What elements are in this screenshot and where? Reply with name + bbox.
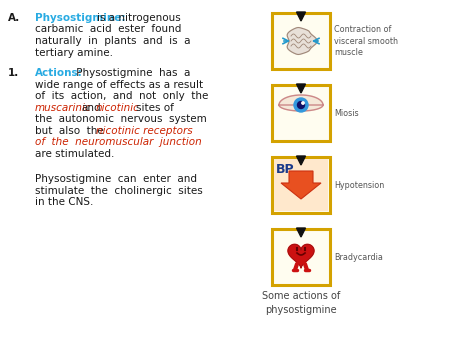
Text: carbamic  acid  ester  found: carbamic acid ester found: [35, 24, 182, 34]
Text: Actions:: Actions:: [35, 68, 83, 78]
Polygon shape: [297, 228, 306, 237]
Polygon shape: [297, 156, 306, 165]
Text: Some actions of
physostigmine: Some actions of physostigmine: [262, 291, 340, 315]
Text: Hypotension: Hypotension: [334, 180, 384, 190]
FancyBboxPatch shape: [272, 157, 330, 213]
Text: the  autonomic  nervous  system: the autonomic nervous system: [35, 114, 207, 124]
Text: BP: BP: [276, 163, 295, 176]
Text: of  the  neuromuscular  junction: of the neuromuscular junction: [35, 137, 202, 147]
Circle shape: [298, 102, 304, 109]
Text: stimulate  the  cholinergic  sites: stimulate the cholinergic sites: [35, 186, 203, 196]
Text: Physostigmine  has  a: Physostigmine has a: [73, 68, 191, 78]
Polygon shape: [297, 12, 306, 21]
Text: nicotinic receptors: nicotinic receptors: [96, 126, 192, 136]
Text: Physostigmine:: Physostigmine:: [35, 13, 126, 23]
Text: in the CNS.: in the CNS.: [35, 197, 93, 207]
Text: Physostigmine  can  enter  and: Physostigmine can enter and: [35, 174, 197, 184]
Polygon shape: [279, 95, 323, 111]
Text: is a nitrogenous: is a nitrogenous: [97, 13, 181, 23]
Text: Bradycardia: Bradycardia: [334, 252, 383, 262]
Text: 1.: 1.: [8, 68, 19, 78]
Polygon shape: [287, 28, 317, 54]
Text: of  its  action,  and  not  only  the: of its action, and not only the: [35, 91, 209, 101]
Text: A.: A.: [8, 13, 20, 23]
Text: sites of: sites of: [136, 103, 174, 113]
FancyBboxPatch shape: [272, 229, 330, 285]
Polygon shape: [281, 171, 321, 199]
Text: naturally  in  plants  and  is  a: naturally in plants and is a: [35, 36, 191, 46]
FancyBboxPatch shape: [272, 13, 330, 69]
FancyBboxPatch shape: [274, 159, 328, 211]
Text: muscarinic: muscarinic: [35, 103, 91, 113]
Text: tertiary amine.: tertiary amine.: [35, 48, 113, 58]
Polygon shape: [297, 84, 306, 93]
Text: and: and: [81, 103, 100, 113]
FancyBboxPatch shape: [272, 85, 330, 141]
Text: but  also  the: but also the: [35, 126, 104, 136]
Text: Contraction of
visceral smooth
muscle: Contraction of visceral smooth muscle: [334, 26, 398, 56]
Text: are stimulated.: are stimulated.: [35, 149, 114, 159]
Text: nicotinic: nicotinic: [96, 103, 140, 113]
Text: Miosis: Miosis: [334, 109, 359, 118]
Circle shape: [294, 98, 308, 112]
Polygon shape: [288, 244, 314, 268]
Circle shape: [302, 102, 304, 104]
Text: wide range of effects as a result: wide range of effects as a result: [35, 80, 203, 90]
